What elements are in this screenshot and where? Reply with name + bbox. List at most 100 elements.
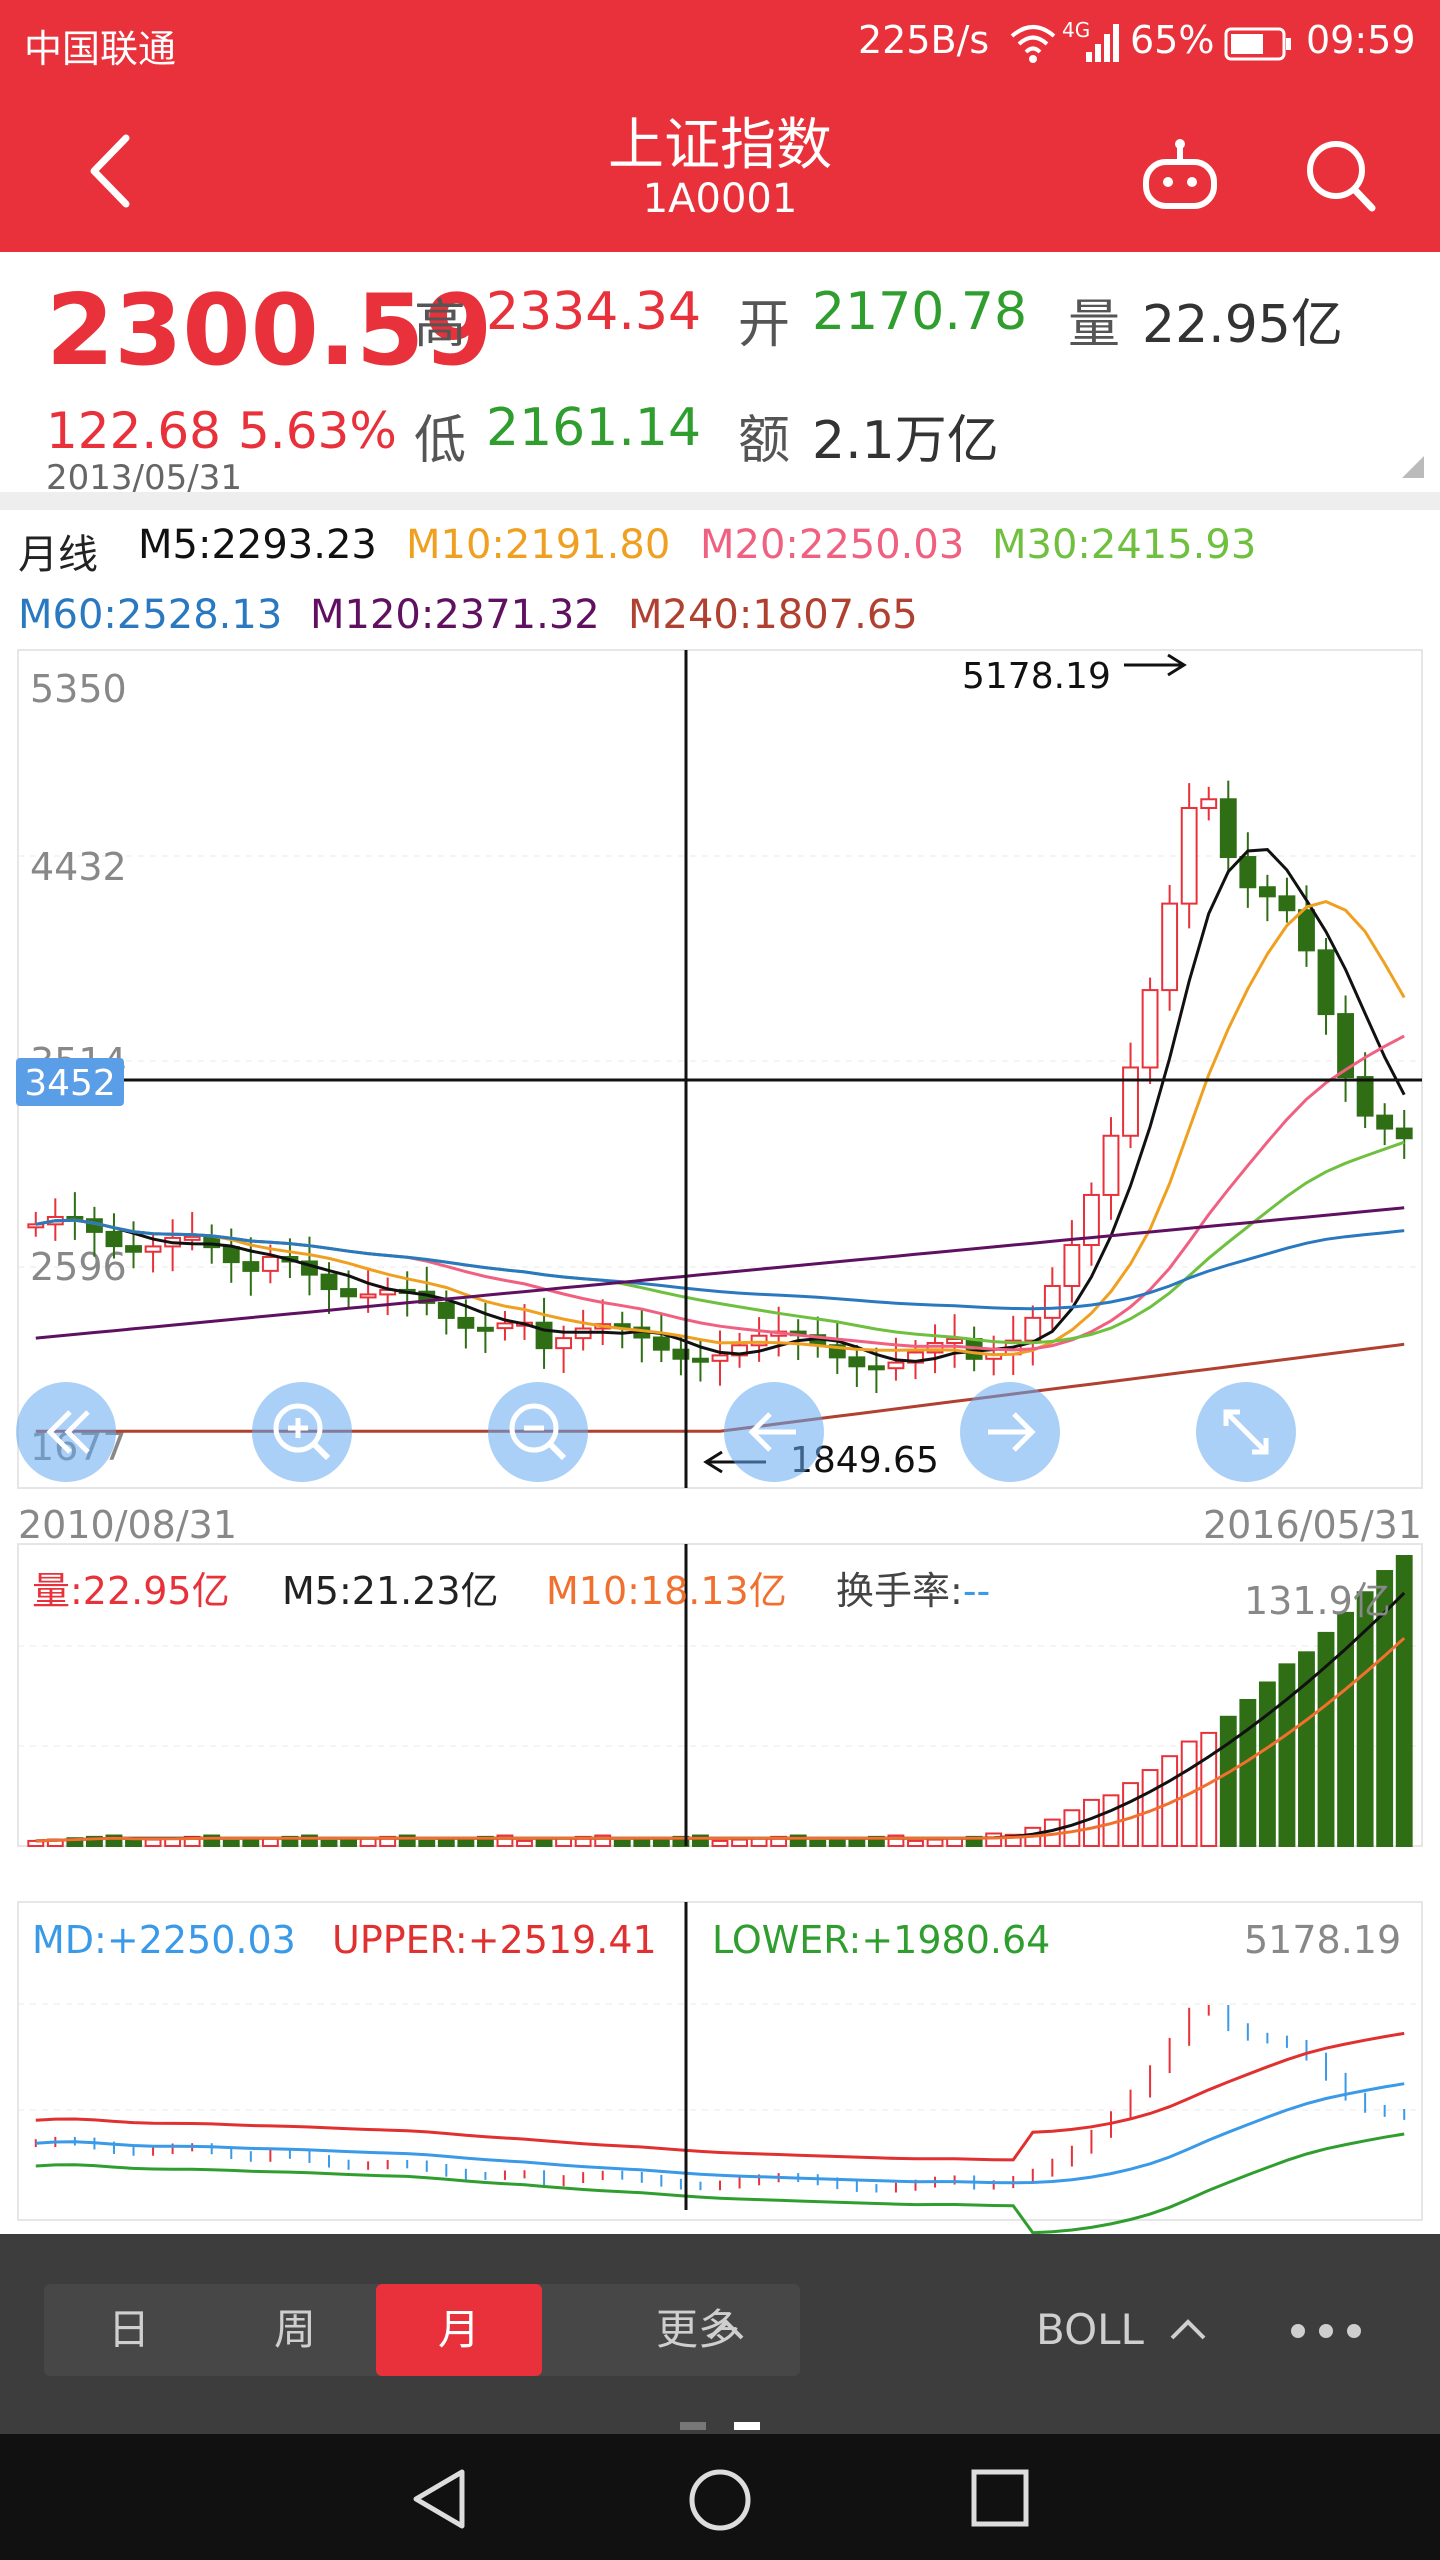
volume-bar bbox=[27, 1839, 45, 1848]
candle-body bbox=[261, 1255, 279, 1272]
chart-svg: 5350 4432 3514 2596 1677 3452 5178.19 18… bbox=[16, 649, 1423, 2234]
candle-body bbox=[1317, 949, 1335, 1016]
ma-legend-m10: M10:2191.80 bbox=[406, 522, 671, 568]
ma-legend-m120: M120:2371.32 bbox=[310, 592, 600, 638]
battery-icon bbox=[1224, 26, 1294, 61]
volume-bar bbox=[437, 1838, 455, 1847]
candle-body bbox=[1122, 1066, 1139, 1137]
rewind-icon[interactable] bbox=[16, 1382, 116, 1482]
candle-body bbox=[1043, 1284, 1061, 1319]
turnover-label: 换手率:-- bbox=[836, 1569, 991, 1613]
price-change: 122.68 bbox=[46, 402, 221, 460]
volume-ma-line bbox=[35, 1636, 1406, 1843]
volume-bar bbox=[222, 1839, 240, 1848]
candle-body bbox=[652, 1336, 670, 1351]
volume-bar bbox=[789, 1834, 807, 1847]
y-label-0: 5350 bbox=[30, 667, 127, 711]
indicator-selector[interactable]: BOLL bbox=[1036, 2305, 1144, 2354]
volume-bar bbox=[85, 1835, 103, 1848]
candle-body bbox=[320, 1273, 338, 1291]
ma-legend-m20: M20:2250.03 bbox=[700, 522, 965, 568]
boll-band-line bbox=[35, 2031, 1405, 2162]
pan-left-icon[interactable] bbox=[724, 1382, 824, 1482]
volume-bar bbox=[887, 1834, 905, 1847]
volume-bar bbox=[496, 1834, 514, 1847]
volume-bar bbox=[418, 1839, 436, 1848]
candle-body bbox=[867, 1365, 885, 1371]
ma-legend-m240: M240:1807.65 bbox=[628, 592, 918, 638]
candle-body bbox=[711, 1354, 729, 1362]
volume-bar bbox=[1200, 1731, 1218, 1848]
tab-day[interactable]: 日 bbox=[107, 2305, 150, 2354]
volume-bar bbox=[711, 1839, 729, 1848]
expand-corner-icon[interactable] bbox=[1402, 456, 1424, 478]
tab-more[interactable]: 更多 bbox=[655, 2305, 740, 2354]
more-dots-icon[interactable] bbox=[1286, 2316, 1366, 2346]
volume-bar bbox=[398, 1834, 416, 1847]
candle-body bbox=[692, 1357, 709, 1363]
volume-bar bbox=[105, 1834, 123, 1847]
volume-bar bbox=[242, 1838, 260, 1847]
amount-label: 额 bbox=[738, 411, 791, 471]
quote-panel: 2300.59 122.68 5.63% 2013/05/31 高 2334.3… bbox=[0, 252, 1440, 498]
boll-panel-frame bbox=[17, 1901, 1423, 2221]
volume-bar bbox=[1337, 1611, 1355, 1848]
volume-bar bbox=[1004, 1833, 1022, 1847]
page-indicator-dot bbox=[680, 2422, 706, 2430]
candle-body bbox=[535, 1321, 553, 1350]
candle-body bbox=[1083, 1193, 1100, 1247]
nav-recents-icon[interactable] bbox=[960, 2464, 1040, 2534]
volume-bar bbox=[535, 1838, 553, 1847]
candle-body bbox=[1298, 909, 1315, 952]
volume-bar bbox=[125, 1839, 142, 1848]
volume-bar bbox=[1376, 1570, 1394, 1848]
candle-body bbox=[1024, 1316, 1042, 1342]
volume-bar bbox=[340, 1838, 357, 1847]
header: 上证指数 1A0001 bbox=[0, 86, 1440, 252]
low-label: 低 bbox=[414, 411, 467, 471]
volume-bar bbox=[301, 1834, 318, 1847]
candle-body bbox=[105, 1230, 123, 1248]
candle-body bbox=[946, 1338, 964, 1344]
boll-lower-label: LOWER:+1980.64 bbox=[712, 1918, 1051, 1962]
volume-label: 量 bbox=[1068, 295, 1121, 355]
chart-area[interactable]: 月线 M5:2293.23 M10:2191.80 M20:2250.03 M3… bbox=[0, 510, 1440, 2234]
nav-back-icon[interactable] bbox=[400, 2464, 480, 2534]
candle-body bbox=[750, 1334, 768, 1347]
candle-body bbox=[1180, 807, 1198, 905]
ma-legend-m60: M60:2528.13 bbox=[18, 592, 283, 638]
candle-body bbox=[125, 1245, 142, 1253]
page-indicator-dot-active bbox=[734, 2422, 760, 2430]
candle-body bbox=[437, 1301, 455, 1319]
candle-body bbox=[1200, 798, 1218, 810]
robot-icon[interactable] bbox=[1140, 136, 1220, 216]
fullscreen-icon[interactable] bbox=[1196, 1382, 1296, 1482]
search-icon[interactable] bbox=[1300, 130, 1380, 220]
candle-body bbox=[496, 1322, 514, 1330]
signal-icon bbox=[1086, 22, 1122, 62]
price-change-pct: 5.63% bbox=[238, 402, 397, 460]
zoom-out-icon[interactable] bbox=[488, 1382, 588, 1482]
volume-bar bbox=[516, 1839, 533, 1848]
tab-week[interactable]: 周 bbox=[273, 2305, 316, 2354]
zoom-in-icon[interactable] bbox=[252, 1382, 352, 1482]
boll-max-label: 5178.19 bbox=[1244, 1918, 1402, 1962]
vol-m5-label: M5:21.23亿 bbox=[282, 1569, 499, 1613]
back-icon[interactable] bbox=[80, 126, 140, 216]
volume-bar bbox=[731, 1838, 748, 1847]
ma-line bbox=[35, 1218, 1405, 1311]
tab-month[interactable]: 月 bbox=[376, 2284, 542, 2376]
turnover-value: -- bbox=[962, 1569, 991, 1613]
current-price: 2300.59 bbox=[46, 274, 493, 388]
pan-right-icon[interactable] bbox=[960, 1382, 1060, 1482]
boll-band-line bbox=[35, 2082, 1405, 2185]
candle-body bbox=[183, 1235, 201, 1241]
vol-label: 量:22.95亿 bbox=[32, 1569, 230, 1613]
volume-bar bbox=[1258, 1681, 1276, 1847]
boll-band-line bbox=[35, 2132, 1405, 2234]
candle-body bbox=[672, 1348, 690, 1360]
ma-line bbox=[35, 848, 1406, 1363]
start-date: 2010/08/31 bbox=[18, 1503, 237, 1547]
nav-home-icon[interactable] bbox=[680, 2460, 760, 2540]
volume-value: 22.95亿 bbox=[1142, 295, 1343, 355]
